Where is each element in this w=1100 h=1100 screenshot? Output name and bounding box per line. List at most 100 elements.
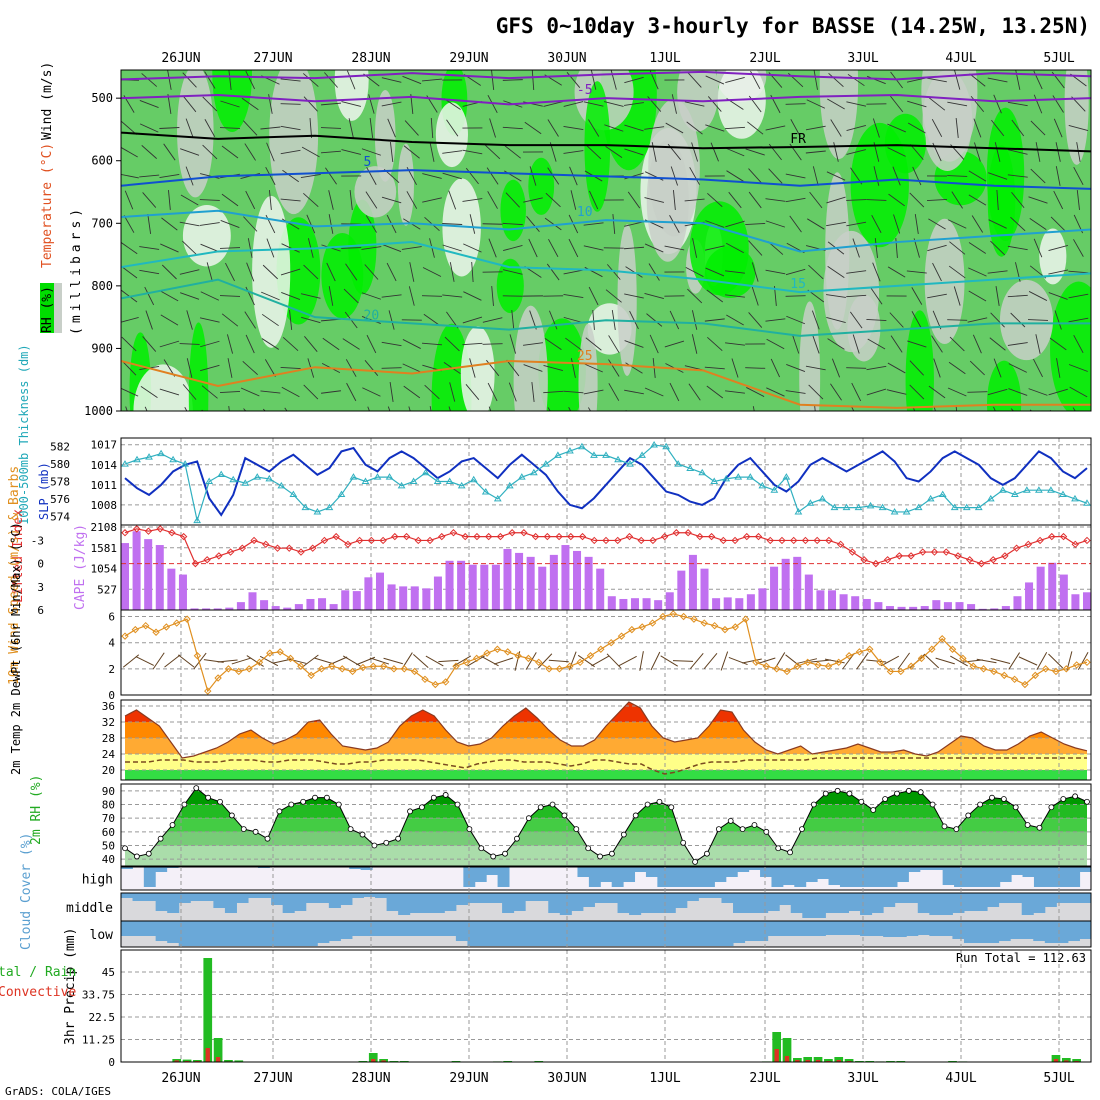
wind-barb (369, 118, 374, 138)
wind-barb (1048, 388, 1068, 396)
wind-barb (324, 72, 338, 88)
wind-speed-point (1083, 658, 1091, 667)
wind-barb (548, 238, 559, 258)
thickness-point (614, 455, 622, 463)
wind-barb (281, 386, 300, 398)
wind-tick-0: 6 (108, 611, 115, 624)
cloud-cell (917, 921, 930, 935)
wind-barb (487, 191, 498, 209)
cape-bar (225, 607, 234, 610)
wind-barb (306, 214, 316, 234)
wind-barb (1030, 120, 1046, 136)
bottom-date-label-1: 27JUN (253, 1071, 292, 1086)
cloud-cell (839, 867, 852, 887)
wind-barb (381, 77, 402, 83)
wind-barb (403, 145, 420, 159)
wind-barb (280, 78, 301, 82)
cloud-cell (1021, 893, 1034, 915)
rh-blob (799, 301, 821, 411)
rh-point (228, 812, 235, 819)
surface-wind-barb (568, 651, 577, 671)
wind-speed-point (669, 610, 677, 618)
wind-barb (914, 214, 919, 234)
wind-barb (502, 222, 523, 226)
wind-barb (326, 262, 336, 282)
wind-speed-point (1000, 671, 1008, 680)
wind-barb (1073, 239, 1084, 257)
rh-line (124, 787, 1088, 863)
cloud-cell (259, 893, 272, 898)
rh-point (775, 845, 782, 852)
wind-speed-point (183, 615, 191, 623)
lifted-index-point (895, 552, 904, 560)
wind-barb (563, 150, 584, 154)
cloud-cell (825, 893, 838, 913)
wind-speed-point (710, 621, 719, 630)
cape-bar (1036, 566, 1045, 610)
wind-speed-point (493, 645, 502, 653)
wind-barb (707, 96, 722, 112)
wind-barb (341, 101, 361, 107)
rh-blob (177, 70, 214, 198)
lifted-index-point (555, 532, 563, 541)
wind-barb (325, 167, 337, 185)
slp-panel-frame (120, 437, 1092, 526)
cloud-cell (767, 921, 780, 936)
cape-bar (190, 608, 199, 610)
wind-barb (301, 316, 321, 324)
cloud-cell (954, 867, 966, 887)
wind-barb (159, 174, 180, 178)
wind-barb (544, 337, 562, 351)
thickness-point (205, 477, 214, 484)
cloud-cell (271, 893, 284, 905)
wind-speed-point (628, 625, 636, 634)
wind-barb (831, 358, 841, 378)
surface-wind-barb (703, 652, 718, 670)
wind-barb (947, 387, 967, 397)
cape-bar (723, 597, 732, 610)
rh-point (692, 859, 698, 865)
wind-barb (280, 268, 301, 276)
cape-axis-label: CAPE (J/kg) (73, 524, 88, 610)
wind-barb (185, 166, 194, 186)
rh-legend-swatch-dry (54, 283, 62, 333)
thickness-point (998, 486, 1007, 493)
rh-point (169, 822, 176, 828)
wind-barb (568, 407, 572, 411)
wind-barb (139, 246, 160, 250)
cape-bar (851, 596, 860, 610)
precip-convective-bar (836, 1060, 841, 1062)
wind-barb (871, 214, 882, 234)
wind-barb (973, 118, 982, 138)
wind-barb (705, 267, 725, 277)
cape-bar (387, 584, 396, 610)
wind-barb (179, 221, 200, 227)
cloud-cell (885, 867, 898, 887)
isotherm-0 (121, 70, 1091, 81)
wind-barb (347, 70, 356, 90)
wind-barb (262, 264, 278, 280)
wind-barb (887, 147, 906, 157)
cape-bar (144, 539, 153, 610)
rh-blob (717, 70, 766, 139)
wind-barb (442, 223, 463, 225)
rh-blob (460, 326, 495, 411)
wind-barb (526, 216, 540, 232)
cloud-cell (1010, 921, 1023, 939)
wind-barb (408, 286, 415, 306)
cloud-cell (652, 893, 665, 913)
lifted-index-point (989, 556, 997, 564)
wind-barb (266, 238, 275, 258)
wind-barb (462, 149, 483, 155)
wind-barb (184, 407, 188, 411)
wind-barb (624, 340, 644, 348)
rh-point (668, 804, 675, 811)
wind-barb (511, 310, 515, 330)
temp-band-4 (125, 702, 739, 722)
wind-barb (849, 311, 863, 329)
cape-bar (642, 598, 651, 610)
wind-barb (221, 145, 239, 159)
wind-barb (644, 293, 664, 299)
wind-barb (503, 244, 523, 252)
